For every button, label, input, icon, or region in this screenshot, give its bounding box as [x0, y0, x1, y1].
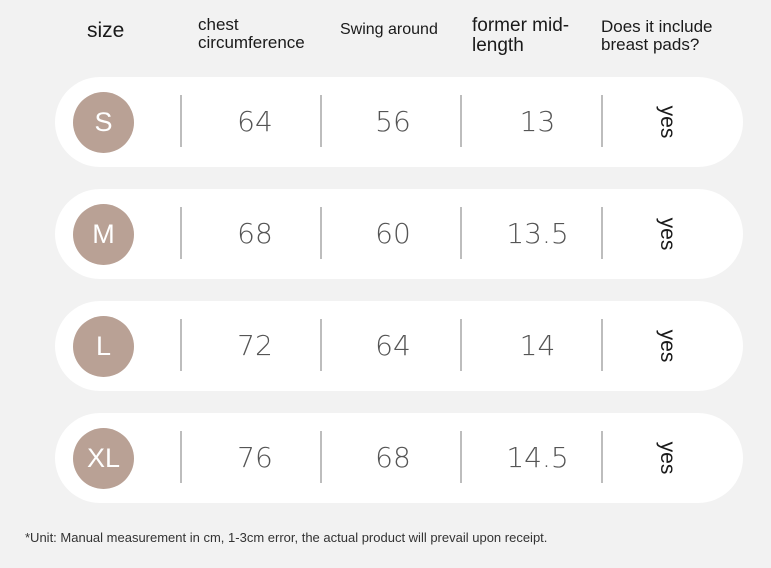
swing-value: 68: [375, 441, 411, 474]
table-row: S 64 56 13 yes: [55, 77, 743, 167]
divider: [180, 319, 182, 371]
divider: [460, 207, 462, 259]
divider: [601, 207, 603, 259]
divider: [601, 319, 603, 371]
divider: [320, 319, 322, 371]
size-badge: L: [73, 316, 134, 377]
divider: [320, 95, 322, 147]
chest-value: 76: [237, 441, 273, 474]
size-badge: XL: [73, 428, 134, 489]
chest-value: 68: [237, 217, 273, 250]
swing-value: 56: [375, 105, 411, 138]
table-row: M 68 60 13.5 yes: [55, 189, 743, 279]
header-former-mid-length: former mid-length: [472, 15, 570, 56]
former-length-value: 14.5: [506, 441, 569, 474]
former-length-value: 13.5: [506, 217, 569, 250]
table-header: size chest circumference Swing around fo…: [0, 0, 771, 70]
swing-value: 60: [375, 217, 411, 250]
divider: [460, 431, 462, 483]
former-length-value: 13: [519, 105, 556, 138]
divider: [180, 207, 182, 259]
pads-value: yes: [656, 441, 679, 475]
table-row: XL 76 68 14.5 yes: [55, 413, 743, 503]
header-size: size: [87, 19, 125, 42]
header-swing-around: Swing around: [340, 21, 438, 38]
divider: [320, 431, 322, 483]
swing-value: 64: [375, 329, 411, 362]
pads-value: yes: [656, 329, 679, 363]
size-badge: M: [73, 204, 134, 265]
divider: [180, 431, 182, 483]
chest-value: 64: [237, 105, 273, 138]
pads-value: yes: [656, 105, 679, 139]
divider: [601, 431, 603, 483]
divider: [460, 95, 462, 147]
divider: [601, 95, 603, 147]
measurement-footnote: *Unit: Manual measurement in cm, 1-3cm e…: [25, 530, 548, 545]
divider: [180, 95, 182, 147]
header-breast-pads: Does it include breast pads?: [601, 17, 713, 54]
divider: [460, 319, 462, 371]
divider: [320, 207, 322, 259]
chest-value: 72: [237, 329, 273, 362]
former-length-value: 14: [519, 329, 556, 362]
pads-value: yes: [656, 217, 679, 251]
header-chest-circumference: chest circumference: [198, 15, 305, 52]
size-badge: S: [73, 92, 134, 153]
table-row: L 72 64 14 yes: [55, 301, 743, 391]
